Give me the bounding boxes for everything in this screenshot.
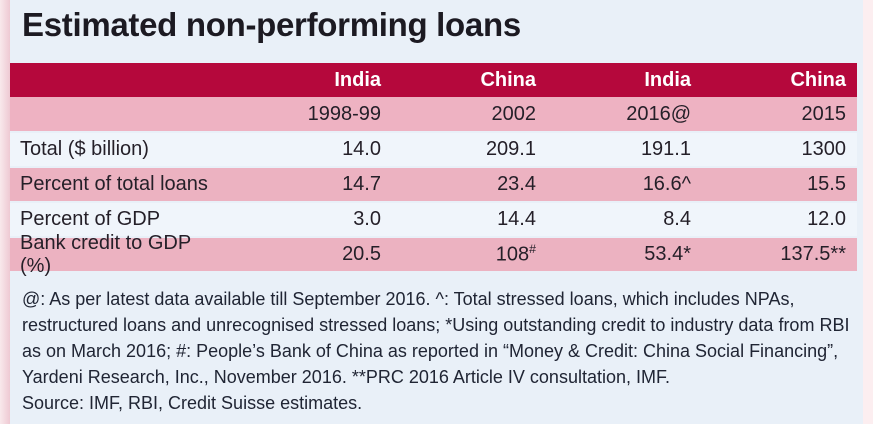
column-header-cell: China bbox=[790, 68, 846, 91]
left-edge-stripe bbox=[0, 0, 10, 424]
value-cell: 16.6^ bbox=[642, 173, 691, 195]
column-header-cell: China bbox=[480, 68, 536, 91]
value-cell: 23.4 bbox=[497, 173, 536, 195]
footnote-text: @: As per latest data available till Sep… bbox=[22, 289, 850, 387]
year-cell: 2002 bbox=[491, 102, 537, 125]
value-cell: 14.7 bbox=[342, 173, 381, 195]
table-row: Percent of GDP 3.0 14.4 8.4 12.0 bbox=[10, 203, 857, 236]
year-cell: 2015 bbox=[801, 102, 847, 125]
row-label: Percent of total loans bbox=[20, 173, 208, 195]
value-cell: 108# bbox=[495, 242, 536, 266]
column-header-cell: India bbox=[334, 68, 381, 91]
row-label: Bank credit to GDP (%) bbox=[20, 231, 191, 277]
value-cell: 14.4 bbox=[497, 208, 536, 230]
table-row: Percent of total loans 14.7 23.4 16.6^ 15.5 bbox=[10, 168, 857, 201]
value-cell: 20.5 bbox=[342, 243, 381, 265]
footnotes: @: As per latest data available till Sep… bbox=[22, 286, 860, 416]
year-cell: 1998-99 bbox=[307, 102, 381, 125]
value-cell: 53.4* bbox=[644, 243, 691, 265]
right-edge-stripe bbox=[863, 0, 873, 424]
row-label: Total ($ billion) bbox=[20, 138, 149, 160]
table-row: Total ($ billion) 14.0 209.1 191.1 1300 bbox=[10, 133, 857, 166]
value-cell: 191.1 bbox=[640, 138, 691, 160]
row-label: Percent of GDP bbox=[20, 208, 161, 230]
value-cell: 1300 bbox=[801, 138, 847, 160]
column-header-cell: India bbox=[644, 68, 691, 91]
value-cell: 8.4 bbox=[663, 208, 691, 230]
value-cell: 137.5** bbox=[780, 243, 846, 265]
table-header-row: India China India China bbox=[10, 63, 857, 97]
value-cell: 14.0 bbox=[342, 138, 381, 160]
table-row: Bank credit to GDP (%) 20.5 108# 53.4* 137.5… bbox=[10, 232, 857, 277]
year-cell: 2016@ bbox=[626, 102, 691, 125]
source-text: Source: IMF, RBI, Credit Suisse estimate… bbox=[22, 393, 363, 413]
table-year-row: 1998-99 2002 2016@ 2015 bbox=[10, 97, 857, 131]
value-cell: 209.1 bbox=[485, 138, 536, 160]
value-cell: 3.0 bbox=[353, 208, 381, 230]
value-cell: 15.5 bbox=[807, 173, 846, 195]
value-cell: 12.0 bbox=[807, 208, 846, 230]
npl-table: India China India China 1998-99 2002 2016@ 2015… bbox=[10, 63, 857, 277]
page-title: Estimated non-performing loans bbox=[22, 6, 521, 43]
